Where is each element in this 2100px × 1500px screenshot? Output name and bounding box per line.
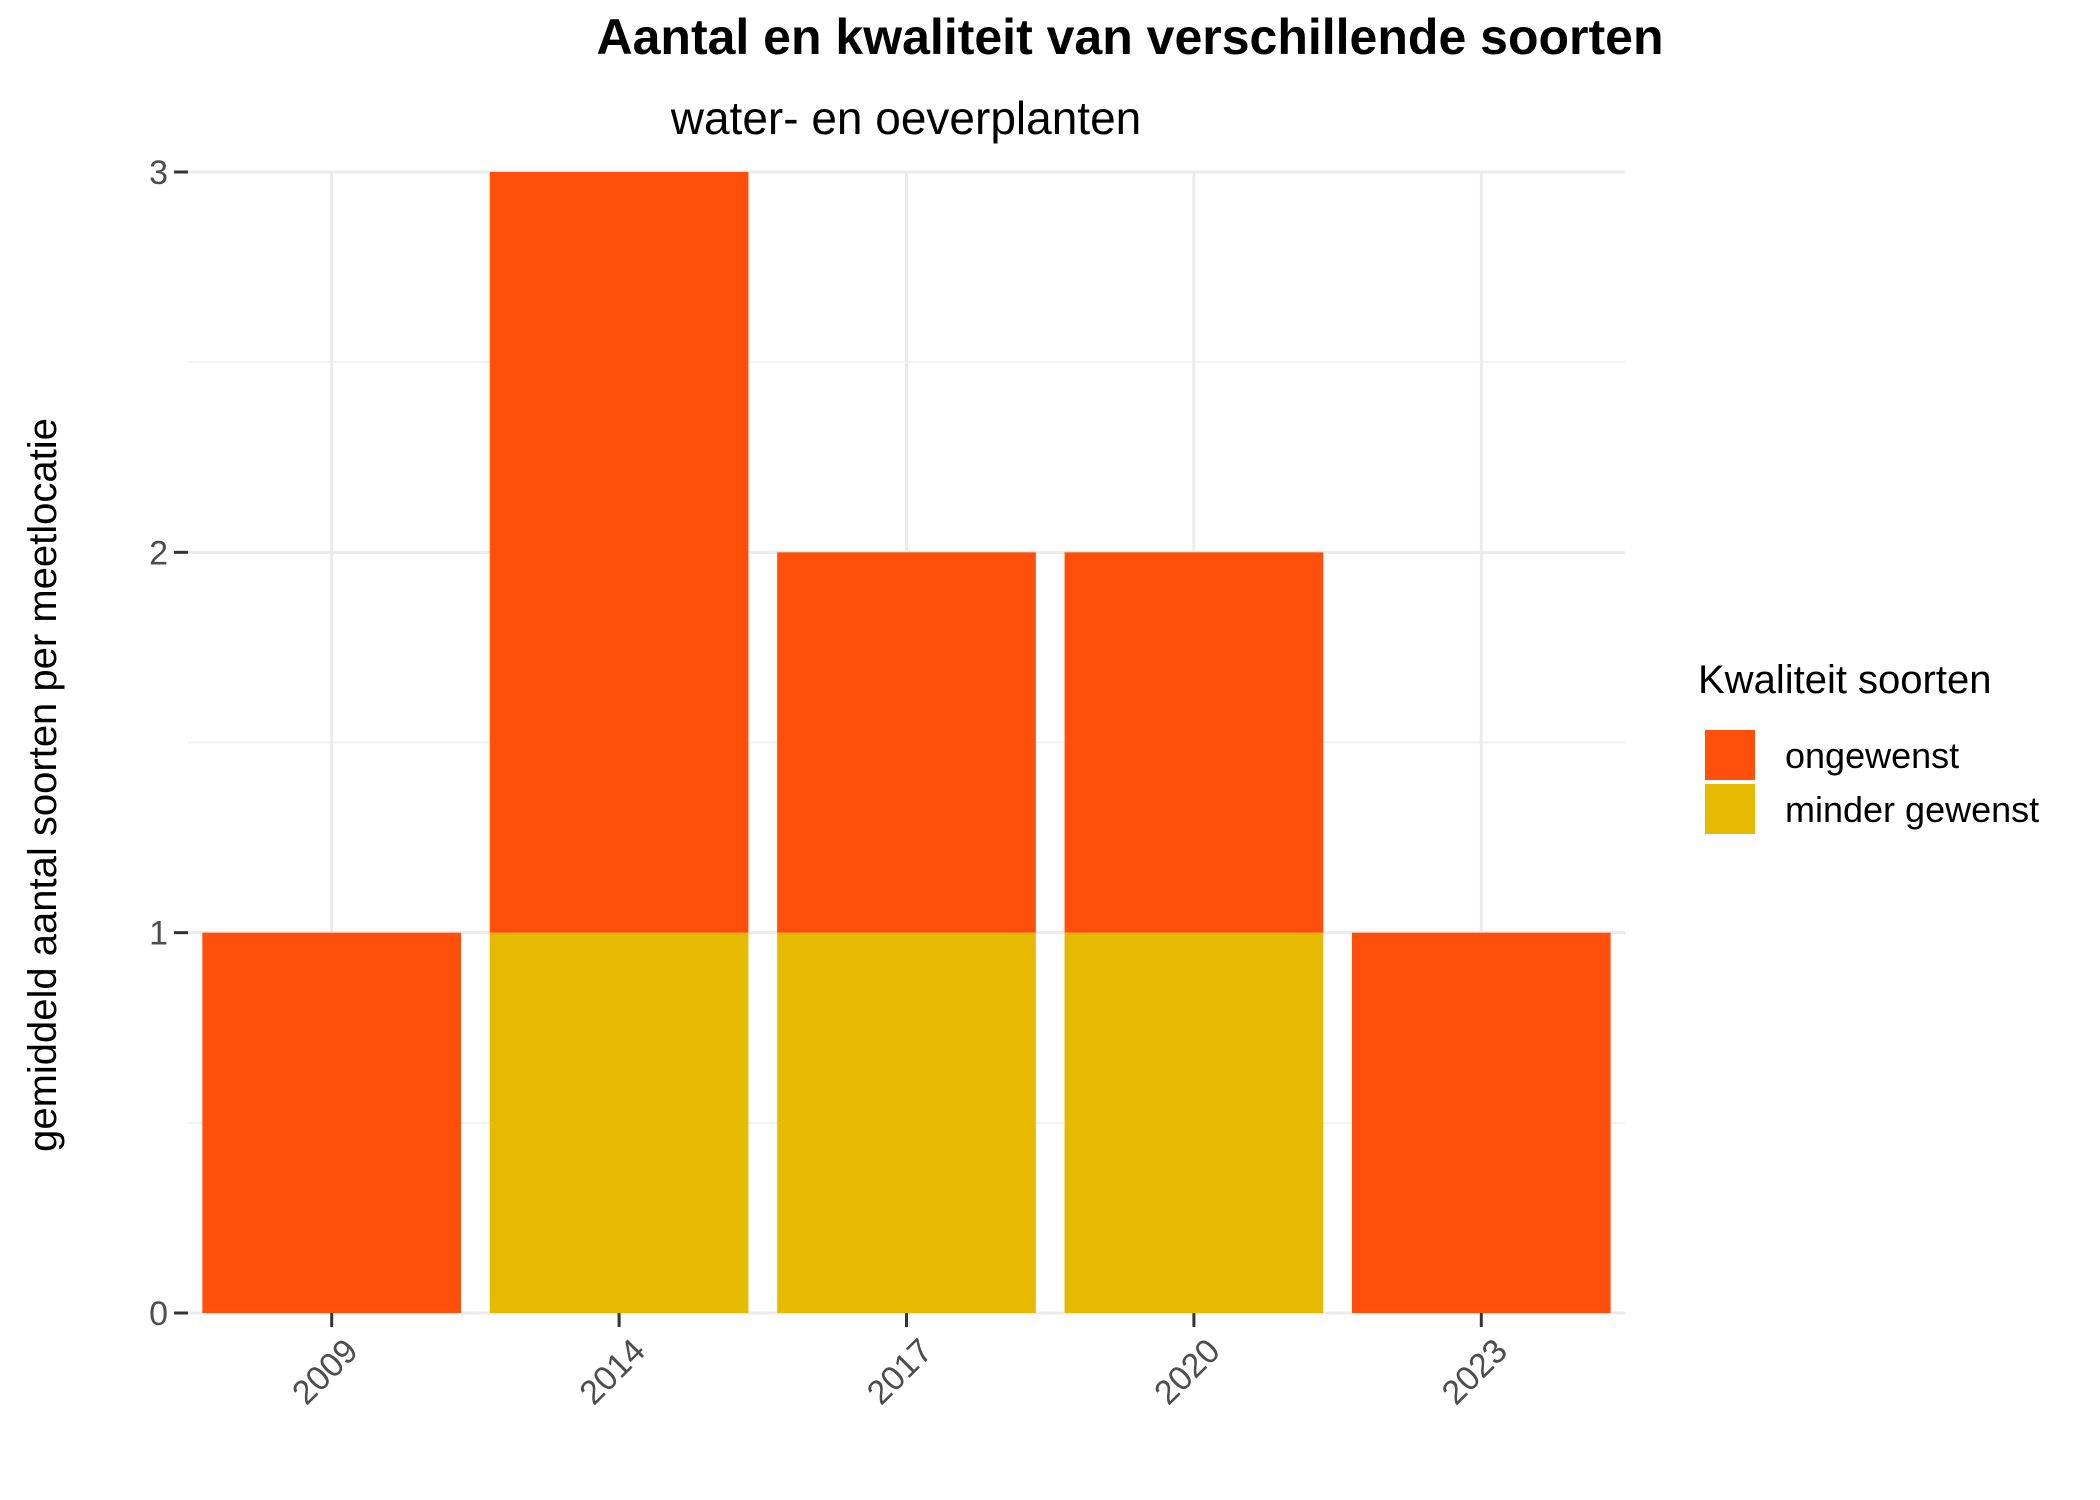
bar-2017-ongewenst <box>777 552 1036 933</box>
y-tick-label: 0 <box>149 1295 168 1333</box>
x-axis: 2009 2014 2017 2020 2023 <box>285 1313 1515 1412</box>
legend-swatch-ongewenst <box>1705 730 1755 780</box>
x-tick-label: 2023 <box>1435 1332 1515 1412</box>
y-axis: 0 1 2 3 <box>149 154 188 1333</box>
chart-subtitle: water- en oeverplanten <box>670 92 1142 144</box>
y-tick-label: 1 <box>149 915 168 953</box>
legend-swatch-minder-gewenst <box>1705 784 1755 834</box>
legend: Kwaliteit soorten ongewenst minder gewens… <box>1698 658 2039 834</box>
x-tick-label: 2017 <box>860 1332 940 1412</box>
bars <box>202 172 1611 1313</box>
bar-2009-ongewenst <box>202 932 462 1313</box>
y-axis-title: gemiddeld aantal soorten per meetlocatie <box>21 418 65 1152</box>
chart-title: Aantal en kwaliteit van verschillende so… <box>596 9 1663 65</box>
x-tick-label: 2014 <box>572 1332 652 1412</box>
bar-2014-ongewenst <box>489 172 749 933</box>
y-tick-label: 2 <box>149 534 168 572</box>
bar-2014-minder-gewenst <box>489 932 749 1313</box>
bar-2020-ongewenst <box>1064 552 1324 933</box>
bar-2023-ongewenst <box>1351 932 1611 1313</box>
legend-label: minder gewenst <box>1785 789 2039 830</box>
legend-label: ongewenst <box>1785 735 1959 776</box>
y-tick-label: 3 <box>149 154 168 192</box>
bar-2020-minder-gewenst <box>1064 932 1324 1313</box>
x-tick-label: 2009 <box>285 1332 365 1412</box>
x-tick-label: 2020 <box>1147 1332 1227 1412</box>
bar-2017-minder-gewenst <box>777 932 1036 1313</box>
legend-title: Kwaliteit soorten <box>1698 658 1991 702</box>
